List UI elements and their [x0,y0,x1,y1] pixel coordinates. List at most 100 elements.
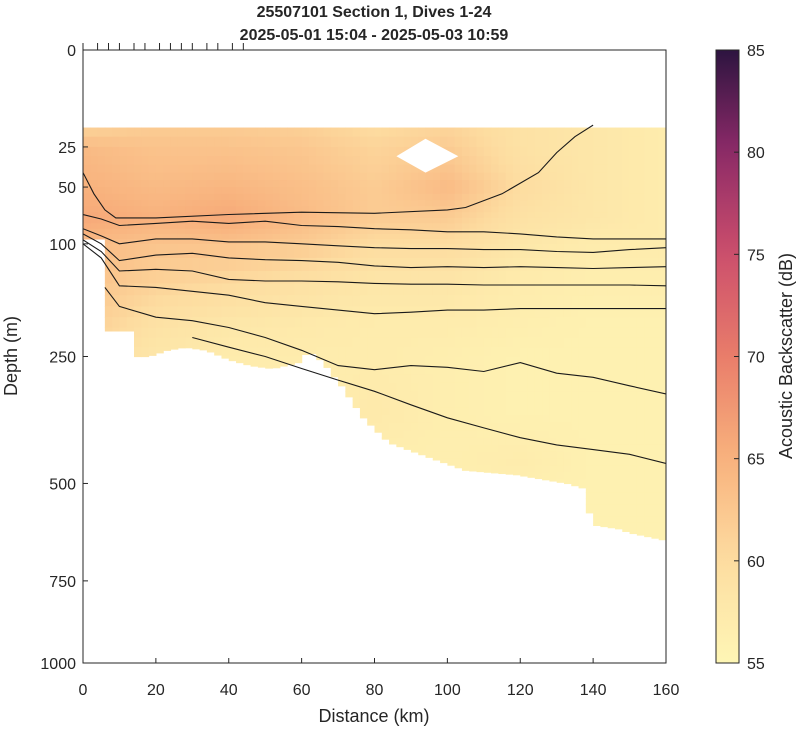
backscatter-cell [206,217,215,224]
backscatter-cell [141,172,150,181]
backscatter-cell [250,306,259,318]
backscatter-cell [447,217,456,224]
backscatter-cell [425,180,434,188]
backscatter-cell [556,127,565,138]
backscatter-cell [556,136,565,148]
backscatter-cell [440,243,448,259]
backscatter-cell [476,327,485,339]
backscatter-cell [593,337,602,348]
backscatter-cell [272,337,281,348]
backscatter-cell [359,193,368,201]
backscatter-cell [505,217,514,224]
backscatter-cell [272,156,281,166]
backscatter-cell [381,193,390,201]
backscatter-cell [90,200,99,207]
backscatter-cell [600,437,609,446]
backscatter-cell [381,127,390,138]
backscatter-cell [512,458,521,467]
backscatter-cell [534,415,543,424]
backscatter-cell [469,422,478,431]
backscatter-cell [585,136,594,148]
backscatter-cell [301,127,310,138]
backscatter-cell [287,337,295,348]
backscatter-cell [206,200,215,207]
backscatter-cell [432,238,441,245]
backscatter-cell [308,347,317,355]
backscatter-cell [505,180,514,188]
backscatter-cell [381,223,390,230]
backscatter-cell [520,233,529,240]
backscatter-cell [651,374,660,384]
backscatter-cell [170,212,179,219]
backscatter-cell [483,187,492,195]
backscatter-cell [491,127,499,138]
backscatter-cell [520,243,529,259]
backscatter-cell [272,365,281,369]
backscatter-cell [476,365,485,375]
backscatter-cell [104,187,113,195]
backscatter-cell [330,243,339,259]
backscatter-cell [476,257,485,272]
backscatter-cell [571,146,580,157]
backscatter-cell [454,136,463,148]
backscatter-cell [119,193,128,201]
backscatter-cell [593,516,602,524]
backscatter-cell [374,164,383,174]
backscatter-cell [542,156,550,166]
backscatter-cell [593,136,602,148]
backscatter-cell [185,146,193,157]
backscatter-cell [250,136,259,148]
backscatter-cell [651,399,660,409]
backscatter-cell [454,271,463,285]
backscatter-cell [644,391,653,401]
backscatter-cell [141,283,150,296]
backscatter-cell [498,430,507,439]
backscatter-cell [374,238,383,245]
backscatter-cell [585,437,594,446]
backscatter-cell [403,382,412,392]
backscatter-cell [593,228,602,235]
backscatter-cell [221,327,230,339]
backscatter-cell [542,217,550,224]
backscatter-cell [534,365,543,375]
backscatter-cell [374,356,383,367]
backscatter-cell [352,136,361,148]
backscatter-cell [461,382,470,392]
backscatter-cell [141,223,150,230]
backscatter-cell [112,306,121,318]
backscatter-cell [440,223,448,230]
backscatter-cell [410,271,419,285]
backscatter-cell [563,374,572,384]
backscatter-cell [352,156,361,166]
backscatter-cell [396,243,405,259]
backscatter-cell [512,430,521,439]
backscatter-cell [563,233,572,240]
backscatter-cell [301,347,310,356]
backscatter-cell [491,337,499,348]
backscatter-cell [491,317,499,329]
backscatter-cell [418,257,427,272]
backscatter-cell [556,465,565,474]
backscatter-cell [505,317,514,329]
backscatter-cell [148,212,157,219]
backscatter-cell [658,295,666,308]
backscatter-cell [316,347,325,358]
backscatter-cell [563,437,572,446]
backscatter-cell [396,193,405,201]
backscatter-cell [527,407,536,416]
backscatter-cell [330,374,339,378]
backscatter-cell [644,206,653,213]
backscatter-cell [578,306,587,318]
backscatter-cell [563,164,572,174]
backscatter-cell [279,172,288,181]
backscatter-cell [505,356,514,367]
backscatter-cell [505,365,514,375]
backscatter-cell [323,156,332,166]
backscatter-cell [636,127,645,138]
backscatter-cell [527,347,536,358]
backscatter-cell [185,306,193,318]
backscatter-cell [381,156,390,166]
backscatter-cell [542,391,550,401]
backscatter-cell [512,327,521,339]
backscatter-cell [483,451,492,460]
